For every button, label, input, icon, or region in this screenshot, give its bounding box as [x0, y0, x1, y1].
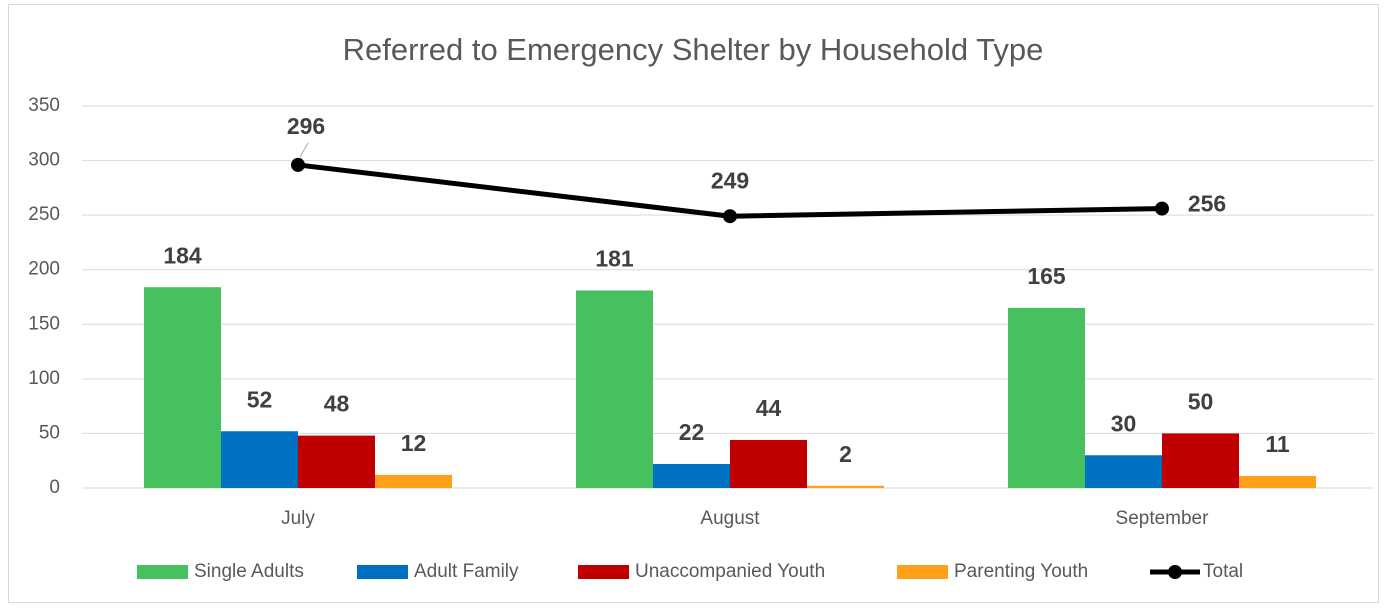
bar — [1085, 455, 1162, 488]
y-tick-label: 350 — [28, 95, 60, 116]
bar — [807, 485, 884, 488]
leader-line — [299, 142, 309, 158]
y-tick-label: 150 — [28, 313, 60, 334]
legend-swatch — [1168, 565, 1182, 579]
legend-swatch — [137, 565, 188, 579]
x-tick-label: September — [1116, 508, 1210, 529]
bar — [576, 290, 653, 488]
data-label: 48 — [324, 391, 350, 417]
bar — [653, 463, 730, 488]
data-label: 184 — [163, 242, 202, 268]
y-tick-label: 200 — [28, 259, 60, 280]
x-tick-label: August — [700, 508, 760, 529]
bar — [298, 435, 375, 488]
bar — [1008, 307, 1085, 488]
legend-label: Total — [1203, 561, 1243, 582]
data-label: 256 — [1188, 191, 1226, 217]
data-label: 22 — [679, 419, 705, 445]
legend-swatch — [578, 565, 629, 579]
y-tick-label: 50 — [39, 422, 60, 443]
data-label: 44 — [756, 395, 782, 421]
legend-label: Parenting Youth — [954, 561, 1088, 582]
data-label: 165 — [1027, 263, 1066, 289]
bar — [1162, 433, 1239, 488]
bar — [221, 431, 298, 488]
data-label: 296 — [287, 113, 325, 139]
data-label: 11 — [1265, 431, 1290, 457]
line-marker — [1155, 201, 1169, 216]
bar — [375, 474, 452, 488]
y-tick-label: 300 — [28, 150, 60, 171]
y-tick-label: 0 — [49, 477, 60, 498]
data-label: 249 — [711, 167, 749, 193]
bar — [1239, 475, 1316, 488]
legend-swatch — [357, 565, 408, 579]
legend-label: Single Adults — [194, 561, 304, 582]
data-label: 2 — [839, 441, 852, 467]
data-label: 50 — [1188, 389, 1214, 415]
data-label: 181 — [595, 246, 634, 272]
line-marker — [723, 209, 737, 224]
data-label: 12 — [401, 430, 427, 456]
y-tick-label: 250 — [28, 204, 60, 225]
data-label: 30 — [1111, 410, 1137, 436]
legend-label: Unaccompanied Youth — [635, 561, 825, 582]
y-tick-label: 100 — [28, 368, 60, 389]
legend-label: Adult Family — [414, 561, 519, 582]
legend-swatch — [897, 565, 948, 579]
data-label: 52 — [247, 386, 273, 412]
bar — [730, 439, 807, 488]
chart-title: Referred to Emergency Shelter by Househo… — [343, 32, 1044, 67]
chart-frame — [8, 4, 1379, 603]
x-tick-label: July — [281, 508, 315, 529]
line-marker — [291, 157, 305, 172]
bar — [144, 287, 221, 488]
